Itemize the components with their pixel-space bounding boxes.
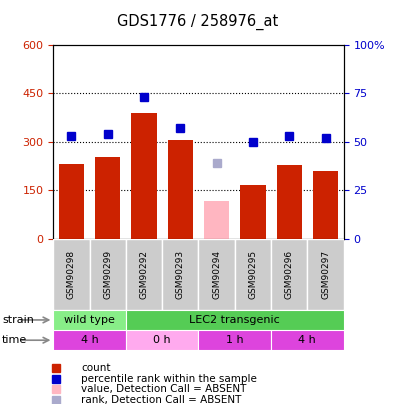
Text: time: time <box>2 335 27 345</box>
Bar <box>53 310 126 330</box>
Bar <box>162 239 198 310</box>
Text: count: count <box>81 363 111 373</box>
Text: GSM90298: GSM90298 <box>67 250 76 299</box>
Bar <box>271 330 344 350</box>
Text: GSM90292: GSM90292 <box>139 250 149 299</box>
Bar <box>199 239 235 310</box>
Text: GDS1776 / 258976_at: GDS1776 / 258976_at <box>117 14 278 30</box>
Bar <box>126 239 162 310</box>
Bar <box>126 310 344 330</box>
Bar <box>240 185 265 239</box>
Bar <box>90 239 126 310</box>
Bar <box>199 330 271 350</box>
Bar <box>53 239 90 310</box>
Text: GSM90295: GSM90295 <box>248 250 258 299</box>
Text: 4 h: 4 h <box>81 335 98 345</box>
Bar <box>204 201 229 239</box>
Text: 0 h: 0 h <box>153 335 171 345</box>
Bar <box>59 164 84 239</box>
Text: percentile rank within the sample: percentile rank within the sample <box>81 374 257 384</box>
Text: 4 h: 4 h <box>299 335 316 345</box>
Text: 1 h: 1 h <box>226 335 244 345</box>
Bar <box>235 239 271 310</box>
Text: GSM90296: GSM90296 <box>285 250 294 299</box>
Bar <box>53 330 126 350</box>
Text: GSM90293: GSM90293 <box>176 250 185 299</box>
Bar <box>95 157 120 239</box>
Bar <box>276 165 302 239</box>
Text: GSM90297: GSM90297 <box>321 250 330 299</box>
Bar <box>132 113 157 239</box>
Text: strain: strain <box>2 315 34 325</box>
Bar <box>271 239 307 310</box>
Text: value, Detection Call = ABSENT: value, Detection Call = ABSENT <box>81 384 246 394</box>
Bar <box>167 140 193 239</box>
Bar <box>126 330 199 350</box>
Text: wild type: wild type <box>64 315 115 325</box>
Bar <box>307 239 344 310</box>
Text: GSM90299: GSM90299 <box>103 250 112 299</box>
Text: GSM90294: GSM90294 <box>212 250 221 299</box>
Bar <box>313 171 338 239</box>
Text: LEC2 transgenic: LEC2 transgenic <box>190 315 280 325</box>
Text: rank, Detection Call = ABSENT: rank, Detection Call = ABSENT <box>81 395 241 405</box>
